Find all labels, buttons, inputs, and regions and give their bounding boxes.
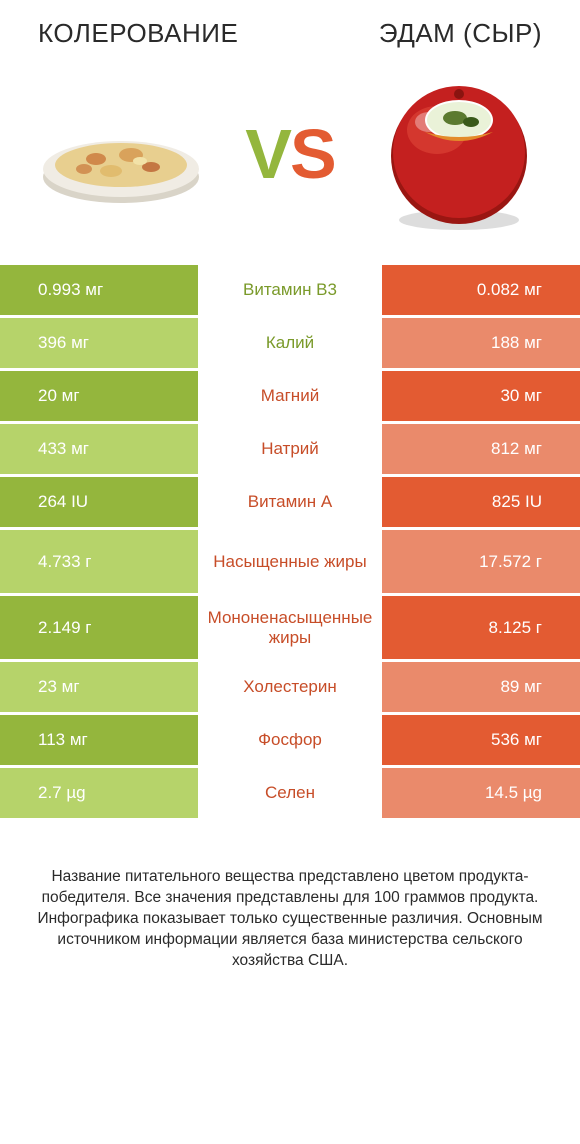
nutrient-label: Натрий [198, 424, 382, 474]
table-row: 264 IUВитамин A825 IU [0, 477, 580, 530]
table-row: 23 мгХолестерин89 мг [0, 662, 580, 715]
left-value: 20 мг [0, 371, 198, 421]
nutrient-label: Селен [198, 768, 382, 818]
right-value: 812 мг [382, 424, 580, 474]
left-value: 2.149 г [0, 596, 198, 659]
footer-notes: Название питательного вещества представл… [0, 821, 580, 972]
right-value: 17.572 г [382, 530, 580, 593]
nutrition-table: 0.993 мгВитамин B30.082 мг396 мгКалий188… [0, 265, 580, 821]
table-row: 4.733 гНасыщенные жиры17.572 г [0, 530, 580, 596]
table-row: 20 мгМагний30 мг [0, 371, 580, 424]
header: КОЛЕРОВАНИЕ ЭДАМ (СЫР) [0, 0, 580, 59]
table-row: 396 мгКалий188 мг [0, 318, 580, 371]
right-value: 825 IU [382, 477, 580, 527]
vs-letter-s: S [290, 115, 335, 193]
vs-letter-v: V [245, 115, 290, 193]
vs-label: VS [245, 119, 334, 189]
right-food-image [374, 79, 544, 229]
nutrient-label: Магний [198, 371, 382, 421]
left-value: 396 мг [0, 318, 198, 368]
right-value: 89 мг [382, 662, 580, 712]
left-value: 2.7 µg [0, 768, 198, 818]
left-product-title: КОЛЕРОВАНИЕ [38, 18, 238, 49]
right-product-title: ЭДАМ (СЫР) [379, 18, 542, 49]
left-value: 23 мг [0, 662, 198, 712]
images-row: VS [0, 59, 580, 265]
infographic-root: КОЛЕРОВАНИЕ ЭДАМ (СЫР) VS [0, 0, 580, 972]
right-value: 30 мг [382, 371, 580, 421]
left-value: 264 IU [0, 477, 198, 527]
edam-cheese-icon [379, 74, 539, 234]
table-row: 433 мгНатрий812 мг [0, 424, 580, 477]
left-food-image [36, 79, 206, 229]
baked-dish-icon [36, 99, 206, 209]
table-row: 2.7 µgСелен14.5 µg [0, 768, 580, 821]
left-value: 4.733 г [0, 530, 198, 593]
right-value: 536 мг [382, 715, 580, 765]
nutrient-label: Калий [198, 318, 382, 368]
table-row: 113 мгФосфор536 мг [0, 715, 580, 768]
nutrient-label: Витамин B3 [198, 265, 382, 315]
nutrient-label: Холестерин [198, 662, 382, 712]
nutrient-label: Фосфор [198, 715, 382, 765]
right-value: 0.082 мг [382, 265, 580, 315]
table-row: 0.993 мгВитамин B30.082 мг [0, 265, 580, 318]
left-value: 0.993 мг [0, 265, 198, 315]
right-value: 188 мг [382, 318, 580, 368]
right-value: 8.125 г [382, 596, 580, 659]
right-value: 14.5 µg [382, 768, 580, 818]
left-value: 433 мг [0, 424, 198, 474]
nutrient-label: Насыщенные жиры [198, 530, 382, 593]
table-row: 2.149 гМононенасыщенные жиры8.125 г [0, 596, 580, 662]
left-value: 113 мг [0, 715, 198, 765]
nutrient-label: Мононенасыщенные жиры [198, 596, 382, 659]
nutrient-label: Витамин A [198, 477, 382, 527]
